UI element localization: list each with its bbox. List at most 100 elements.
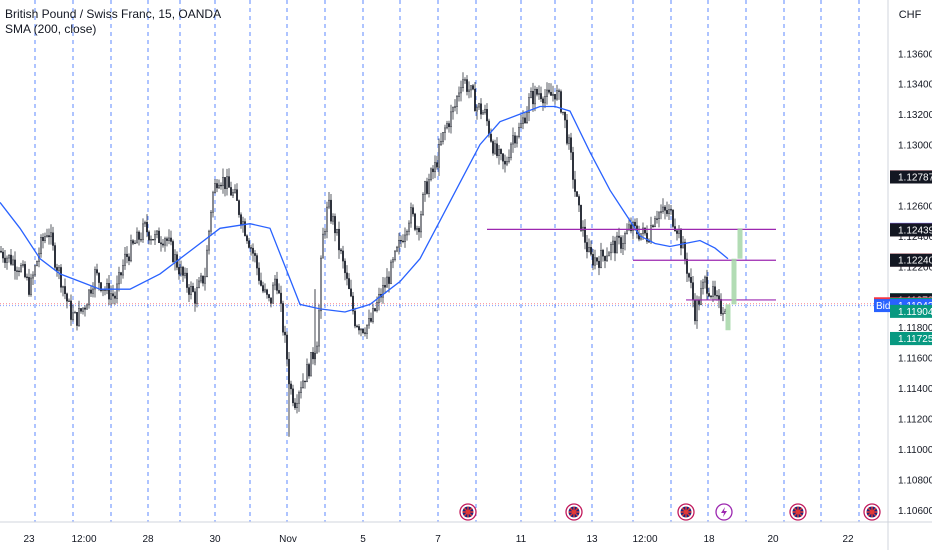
price-tag[interactable] — [890, 223, 932, 237]
candle — [106, 283, 108, 291]
candle — [4, 257, 6, 263]
candle — [0, 250, 2, 253]
sma-line[interactable] — [0, 105, 729, 313]
candle — [470, 85, 472, 91]
candle — [218, 184, 220, 189]
candle — [536, 88, 538, 95]
candle — [208, 230, 210, 251]
candle — [198, 280, 200, 288]
candle — [412, 207, 414, 215]
candle — [50, 232, 52, 238]
candle — [520, 123, 522, 128]
candle — [560, 91, 562, 113]
candle — [616, 235, 618, 254]
projection-bar[interactable] — [737, 228, 743, 259]
time-tick-label: 12:00 — [632, 534, 657, 545]
time-tick-label: 7 — [435, 534, 441, 545]
time-tick-label: 20 — [767, 534, 779, 545]
uk-flag-icon[interactable] — [459, 503, 477, 521]
price-tick-label: 1.13200 — [898, 110, 932, 121]
candle — [574, 179, 576, 192]
candle — [704, 276, 706, 283]
candle — [534, 88, 536, 105]
candle — [486, 109, 488, 122]
candle — [388, 276, 390, 284]
candle — [76, 312, 78, 326]
currency-label[interactable]: CHF — [898, 9, 922, 21]
candle — [346, 272, 348, 279]
candle — [298, 392, 300, 404]
candle — [610, 244, 612, 254]
candle — [316, 345, 318, 354]
uk-flag-icon[interactable] — [863, 503, 881, 521]
candle — [156, 230, 158, 235]
candle — [228, 176, 230, 188]
candle — [654, 218, 656, 227]
candle — [720, 298, 722, 314]
candle — [308, 364, 310, 377]
candle — [334, 216, 336, 234]
projection-bar[interactable] — [725, 304, 731, 331]
candle — [500, 149, 502, 154]
candle — [366, 324, 368, 334]
candle — [530, 90, 532, 98]
candle — [618, 235, 620, 238]
candle — [344, 260, 346, 274]
candle — [558, 90, 560, 92]
candle — [54, 245, 56, 268]
candle — [524, 117, 526, 124]
candle — [224, 177, 226, 189]
candle — [546, 89, 548, 97]
candle — [256, 255, 258, 269]
candle — [490, 133, 492, 142]
uk-flag-icon[interactable] — [789, 503, 807, 521]
uk-flag-icon[interactable] — [677, 503, 695, 521]
price-tag[interactable] — [890, 170, 932, 184]
candle — [564, 111, 566, 121]
chart-legend: British Pound / Swiss Franc, 15, OANDA S… — [5, 7, 221, 37]
price-tag[interactable] — [890, 304, 932, 318]
candle — [68, 300, 70, 302]
candle — [688, 273, 690, 278]
candle — [648, 241, 650, 243]
lightning-icon[interactable] — [715, 503, 733, 521]
candle — [496, 143, 498, 156]
candle — [274, 278, 276, 286]
candle — [296, 402, 298, 408]
candle — [150, 238, 152, 241]
time-tick-label: 13 — [586, 534, 598, 545]
candle — [216, 183, 218, 189]
candle — [278, 290, 280, 294]
price-tag[interactable] — [890, 253, 932, 267]
candle — [668, 209, 670, 214]
candle — [526, 112, 528, 124]
candle — [644, 227, 646, 234]
candle — [322, 233, 324, 259]
candle — [414, 213, 416, 230]
symbol-title[interactable]: British Pound / Swiss Franc, 15, OANDA — [5, 7, 222, 21]
candle — [312, 352, 314, 360]
candle — [432, 168, 434, 173]
price-tag[interactable] — [890, 332, 932, 346]
candle — [722, 313, 724, 315]
candle — [548, 89, 550, 93]
projection-bar[interactable] — [731, 258, 737, 305]
candle — [422, 194, 424, 215]
candle — [92, 288, 94, 294]
candle — [96, 269, 98, 274]
candle — [272, 284, 274, 304]
price-tick-label: 1.12400 — [898, 232, 932, 243]
time-tick-label: 11 — [516, 534, 527, 545]
candle — [502, 153, 504, 162]
candle — [242, 221, 244, 225]
candle — [464, 79, 466, 81]
sma-indicator-label[interactable]: SMA (200, close) — [5, 22, 97, 36]
candle — [206, 249, 208, 277]
candle — [408, 222, 410, 232]
uk-flag-icon[interactable] — [565, 503, 583, 521]
price-tick-label: 1.10800 — [898, 475, 932, 486]
candle — [424, 181, 426, 195]
candle — [700, 288, 702, 305]
candle — [260, 280, 262, 286]
